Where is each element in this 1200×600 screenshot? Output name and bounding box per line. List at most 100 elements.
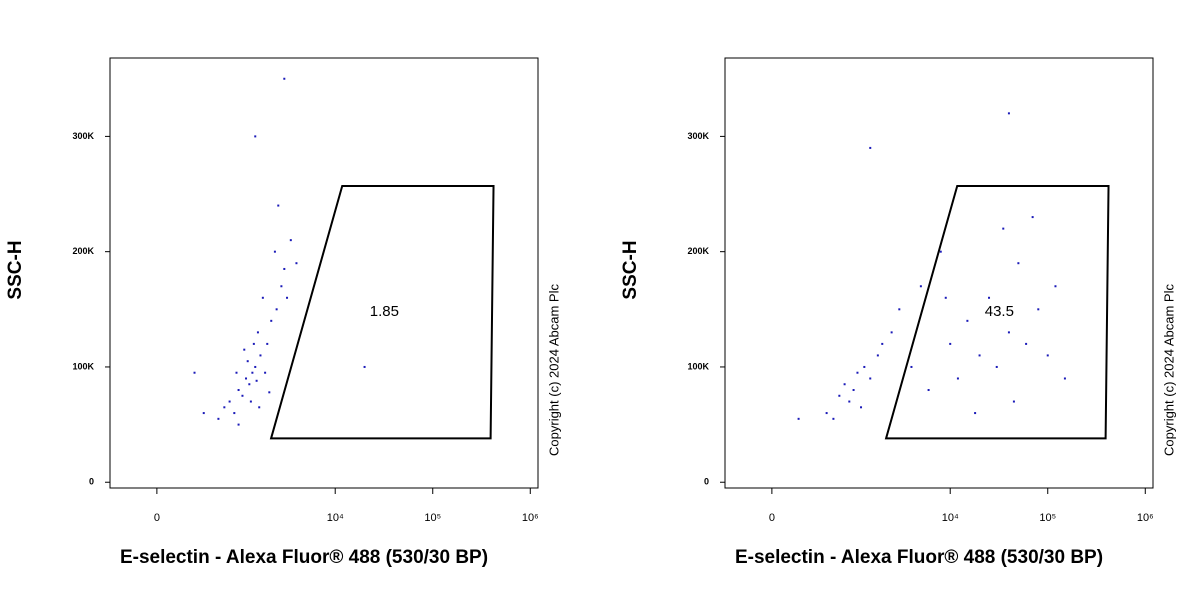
data-point [266,342,269,345]
data-point [1025,342,1028,345]
data-point [237,423,240,426]
data-point [295,262,298,265]
data-point [246,360,249,363]
y-tick-label: 0 [89,477,94,487]
y-tick-label: 100K [72,361,94,371]
data-point [869,146,872,149]
data-point [876,354,879,357]
copyright: Copyright (c) 2024 Abcam Plc [1161,284,1176,456]
x-tick-label: 10⁶ [522,512,539,524]
gate [884,184,1110,440]
y-tick-label: 100K [687,361,709,371]
gate-percent: 1.85 [370,303,399,320]
data-point [223,406,226,409]
y-tick-label: 200K [72,246,94,256]
data-point [956,377,959,380]
x-tick-label: 10⁴ [942,512,959,524]
data-point [258,406,261,409]
y-axis-label: SSC-H [620,240,641,299]
data-point [978,354,981,357]
x-axis-label: E-selectin - Alexa Fluor® 488 (530/30 BP… [120,547,488,568]
data-point [1037,308,1040,311]
data-point [1054,285,1057,288]
x-tick-label: 10⁴ [327,512,344,524]
data-point [275,308,278,311]
data-point [248,383,251,386]
data-point [217,417,220,420]
data-point [277,204,280,207]
data-point [273,250,276,253]
data-point [264,371,267,374]
data-point [852,389,855,392]
data-point [268,391,271,394]
data-point [1046,354,1049,357]
x-tick-label: 0 [154,512,160,524]
data-point [251,371,254,374]
data-point [1002,227,1005,230]
data-point [832,417,835,420]
data-point [202,412,205,415]
x-tick-label: 0 [769,512,775,524]
data-point [1007,331,1010,334]
data-point [243,348,246,351]
data-point [283,77,286,80]
data-point [944,296,947,299]
y-tick-label: 300K [687,131,709,141]
data-point [856,371,859,374]
plot-frame [109,57,539,489]
data-point [255,379,258,382]
data-point [848,400,851,403]
data-point [241,394,244,397]
data-point [254,365,257,368]
data-point [237,389,240,392]
data-point [259,354,262,357]
data-point [974,412,977,415]
gate-percent: 43.5 [985,303,1014,320]
data-point [797,417,800,420]
plot-frame [724,57,1154,489]
data-point [966,319,969,322]
copyright: Copyright (c) 2024 Abcam Plc [546,284,561,456]
data-point [261,296,264,299]
x-tick-label: 10⁵ [1039,512,1056,524]
y-axis-label: SSC-H [5,240,26,299]
data-point [1031,216,1034,219]
data-point [1007,112,1010,115]
data-point [890,331,893,334]
data-point [193,371,196,374]
data-point [1017,262,1020,265]
data-point [254,135,257,138]
data-point [363,365,366,368]
data-point [843,383,846,386]
data-point [910,365,913,368]
data-point [256,331,259,334]
data-point [860,406,863,409]
gate [269,184,495,440]
data-point [825,412,828,415]
data-point [949,342,952,345]
data-point [881,342,884,345]
data-point [245,377,248,380]
y-tick-label: 0 [704,477,709,487]
data-point [1063,377,1066,380]
data-point [863,365,866,368]
data-point [249,400,252,403]
data-point [286,296,289,299]
data-point [252,342,255,345]
x-tick-label: 10⁵ [424,512,441,524]
data-point [235,371,238,374]
data-point [283,267,286,270]
data-point [869,377,872,380]
x-axis-label: E-selectin - Alexa Fluor® 488 (530/30 BP… [735,547,1103,568]
data-point [228,400,231,403]
data-point [270,319,273,322]
data-point [280,285,283,288]
data-point [233,412,236,415]
data-point [988,296,991,299]
data-point [927,389,930,392]
data-point [289,239,292,242]
data-point [939,250,942,253]
y-tick-label: 300K [72,131,94,141]
data-point [838,394,841,397]
data-point [898,308,901,311]
